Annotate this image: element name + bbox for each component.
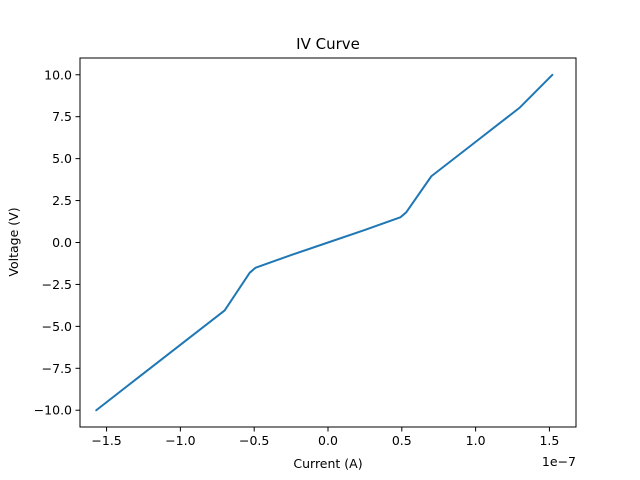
y-tick-label: −7.5 <box>42 361 72 376</box>
chart-title: IV Curve <box>296 35 360 53</box>
x-tick-label: −1.0 <box>165 433 195 448</box>
x-tick-label: 0.5 <box>392 433 412 448</box>
x-tick-label: −1.5 <box>91 433 121 448</box>
x-tick-label: −0.5 <box>239 433 269 448</box>
x-axis-ticks: −1.5 −1.0 −0.5 0.0 0.5 1.0 1.5 <box>91 427 559 448</box>
y-tick-label: −5.0 <box>42 319 72 334</box>
series-line <box>95 73 554 412</box>
x-tick-label: 1.5 <box>539 433 559 448</box>
x-tick-label: 0.0 <box>318 433 338 448</box>
x-offset-label: 1e−7 <box>542 454 576 469</box>
y-tick-label: 7.5 <box>52 109 72 124</box>
y-tick-label: 10.0 <box>44 67 72 82</box>
y-tick-label: 0.0 <box>52 235 72 250</box>
y-tick-label: −2.5 <box>42 277 72 292</box>
y-axis-ticks: −10.0 −7.5 −5.0 −2.5 0.0 2.5 5.0 7.5 10.0 <box>34 67 80 418</box>
x-axis-label: Current (A) <box>293 456 362 471</box>
y-tick-label: −10.0 <box>34 403 72 418</box>
y-tick-label: 5.0 <box>52 151 72 166</box>
plot-area <box>95 73 554 412</box>
y-axis-label: Voltage (V) <box>6 207 21 276</box>
y-tick-label: 2.5 <box>52 193 72 208</box>
x-tick-label: 1.0 <box>466 433 486 448</box>
